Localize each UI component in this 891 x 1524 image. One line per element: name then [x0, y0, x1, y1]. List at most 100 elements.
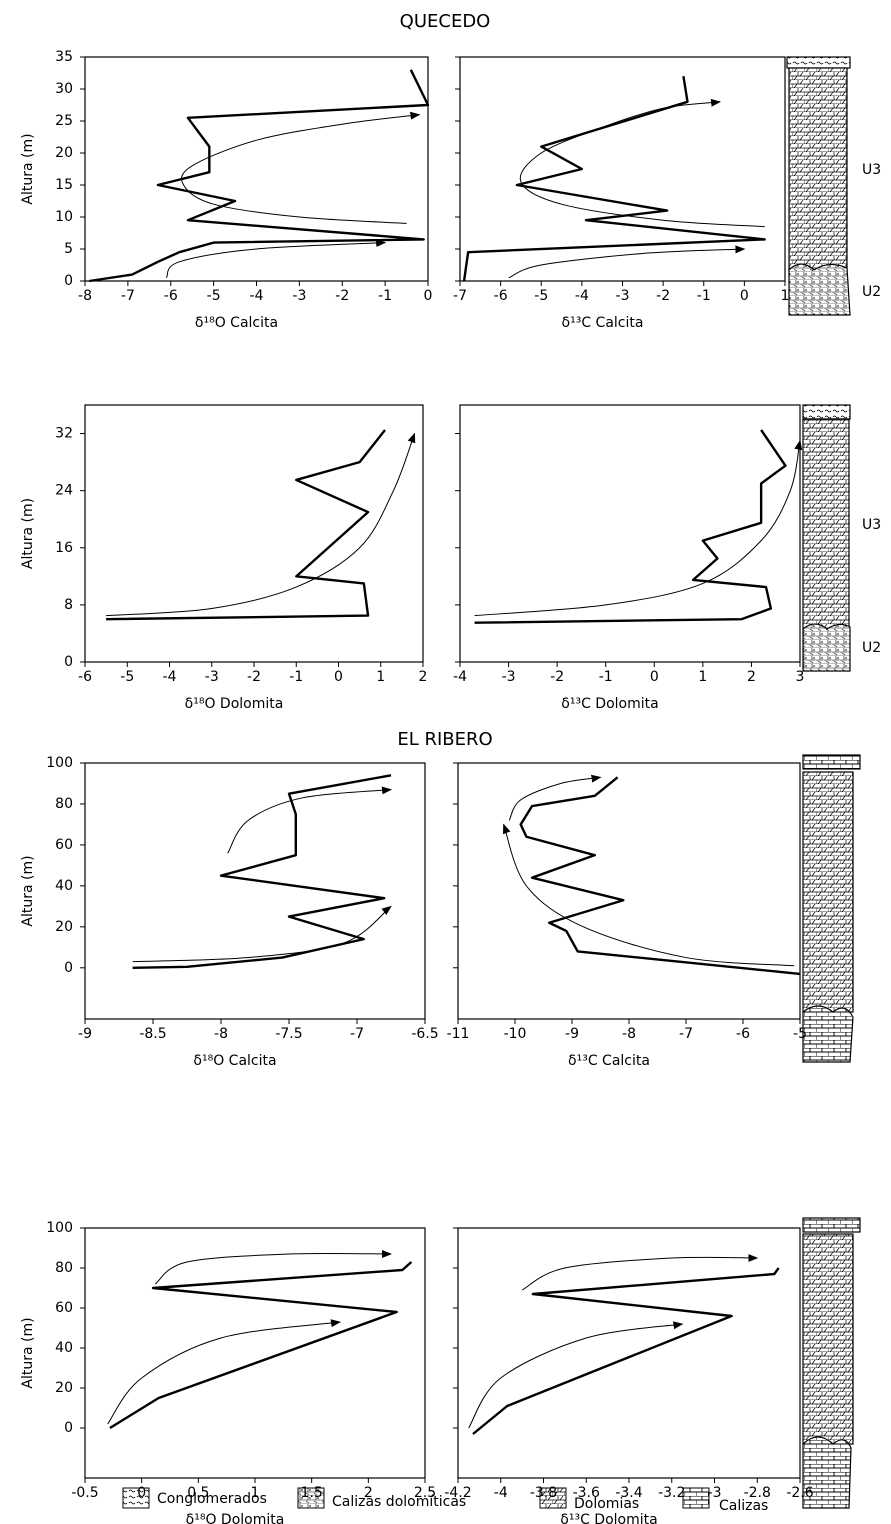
unit-label: U3 [862, 162, 881, 178]
y-tick-label: 15 [55, 177, 73, 193]
data-line [472, 1267, 780, 1435]
x-tick-label: -8.5 [139, 1026, 166, 1042]
y-tick-label: 80 [55, 1260, 73, 1276]
x-axis-label: δ¹⁸O Calcita [193, 1053, 276, 1069]
x-axis-label: δ¹⁸O Calcita [195, 315, 278, 331]
y-tick-label: 80 [55, 796, 73, 812]
y-tick-label: 25 [55, 113, 73, 129]
y-tick-label: 0 [64, 1420, 73, 1436]
x-tick-label: -3.6 [573, 1485, 600, 1501]
x-tick-label: 0 [650, 669, 659, 685]
x-tick-label: 2 [747, 669, 756, 685]
y-axis-label: Altura (m) [20, 498, 36, 569]
y-axis-label: Altura (m) [20, 133, 36, 204]
y-tick-label: 40 [55, 1340, 73, 1356]
x-tick-label: -1 [599, 669, 613, 685]
x-tick-label: -4.2 [444, 1485, 471, 1501]
x-tick-label: 1 [251, 1485, 260, 1501]
x-tick-label: -3.2 [658, 1485, 685, 1501]
legend-label: Calizas dolomíticas [332, 1494, 466, 1510]
x-tick-label: -10 [504, 1026, 527, 1042]
x-tick-label: 0 [740, 288, 749, 304]
y-tick-label: 40 [55, 878, 73, 894]
x-tick-label: -6 [494, 288, 508, 304]
data-line [132, 774, 392, 969]
y-tick-label: 100 [46, 1220, 73, 1236]
y-tick-label: 24 [55, 483, 73, 499]
y-tick-label: 32 [55, 426, 73, 442]
section-title: QUECEDO [400, 11, 491, 32]
x-tick-label: -0.5 [71, 1485, 98, 1501]
x-tick-label: -3 [616, 288, 630, 304]
x-tick-label: 0 [137, 1485, 146, 1501]
x-axis-label: δ¹³C Calcita [568, 1053, 650, 1069]
x-tick-label: 2 [419, 669, 428, 685]
x-tick-label: -11 [447, 1026, 470, 1042]
x-tick-label: 1 [781, 288, 790, 304]
section-title: EL RIBERO [397, 729, 492, 750]
x-tick-label: -2 [335, 288, 349, 304]
trend-arrow [132, 905, 392, 963]
x-tick-label: 0 [424, 288, 433, 304]
unit-label: U2 [862, 284, 881, 300]
x-tick-label: -8 [214, 1026, 228, 1042]
trend-arrow [166, 239, 387, 279]
data-line [89, 69, 430, 283]
trend-arrow [508, 245, 746, 279]
plot-frame [457, 1227, 801, 1479]
y-tick-label: 100 [46, 755, 73, 771]
trend-arrow [508, 774, 602, 821]
x-tick-label: -7 [453, 288, 467, 304]
unit-label: U2 [862, 640, 881, 656]
x-tick-label: -6.5 [411, 1026, 438, 1042]
x-tick-label: -3.4 [615, 1485, 642, 1501]
y-axis-label: Altura (m) [20, 1317, 36, 1388]
x-tick-label: -8 [78, 288, 92, 304]
plot-frame [457, 762, 801, 1020]
x-tick-label: -2.8 [744, 1485, 771, 1501]
legend-label: Calizas [719, 1498, 768, 1514]
trend-arrow [474, 439, 803, 617]
x-tick-label: 1 [698, 669, 707, 685]
y-tick-label: 10 [55, 209, 73, 225]
y-tick-label: 30 [55, 81, 73, 97]
trend-arrow [154, 1249, 392, 1285]
x-tick-label: 2 [364, 1485, 373, 1501]
x-tick-label: -7.5 [275, 1026, 302, 1042]
unit-label: U3 [862, 517, 881, 533]
data-line [109, 1261, 413, 1430]
legend [122, 1487, 710, 1509]
x-axis-label: δ¹³C Dolomita [560, 1512, 657, 1524]
trend-arrow [106, 432, 416, 617]
y-tick-label: 20 [55, 919, 73, 935]
x-tick-label: -3 [502, 669, 516, 685]
data-line [474, 429, 787, 624]
x-tick-label: -4 [163, 669, 177, 685]
y-tick-label: 35 [55, 49, 73, 65]
legend-label: Conglomerados [157, 1491, 267, 1507]
x-tick-label: -7 [121, 288, 135, 304]
y-tick-label: 0 [64, 273, 73, 289]
x-tick-label: -8 [622, 1026, 636, 1042]
x-tick-label: -9 [78, 1026, 92, 1042]
x-tick-label: -1 [289, 669, 303, 685]
x-tick-label: -7 [679, 1026, 693, 1042]
x-tick-label: -4 [494, 1485, 508, 1501]
trend-arrow [468, 1321, 684, 1429]
x-tick-label: -3 [292, 288, 306, 304]
plot-frame [84, 404, 424, 663]
x-tick-label: -9 [565, 1026, 579, 1042]
trend-arrow [502, 823, 795, 967]
y-tick-label: 20 [55, 145, 73, 161]
x-tick-label: -1 [378, 288, 392, 304]
x-tick-label: 0.5 [187, 1485, 209, 1501]
data-line [462, 76, 766, 282]
data-line [519, 776, 801, 976]
strat-column [786, 56, 861, 1509]
x-tick-label: -6 [78, 669, 92, 685]
trend-arrow [519, 98, 765, 228]
x-tick-label: 1 [376, 669, 385, 685]
x-tick-label: -2.6 [786, 1485, 813, 1501]
x-tick-label: -2 [550, 669, 564, 685]
